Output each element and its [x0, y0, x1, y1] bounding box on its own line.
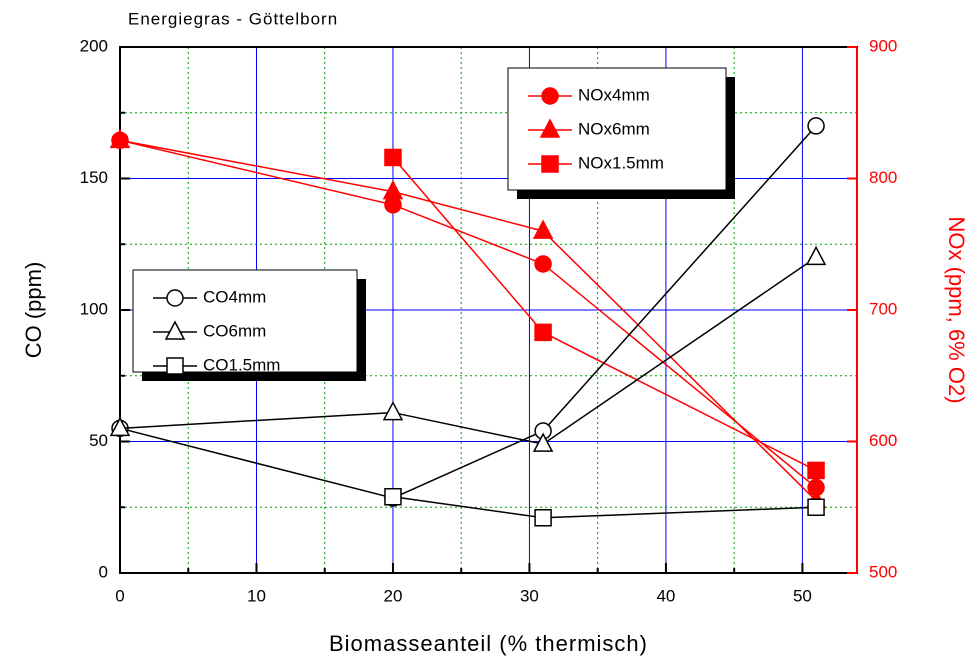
- data-point: [534, 255, 552, 273]
- legend-label: CO6mm: [203, 321, 266, 340]
- legend-label: NOx4mm: [578, 85, 650, 104]
- data-point: [384, 487, 402, 506]
- y2-tick-label: 900: [869, 36, 897, 55]
- x-tick-label: 10: [247, 586, 266, 605]
- legend-label: CO1.5mm: [203, 355, 280, 374]
- y-tick-label: 0: [99, 562, 108, 581]
- x-tick-label: 50: [793, 586, 812, 605]
- data-point: [532, 219, 554, 239]
- y-tick-label: 100: [80, 299, 108, 318]
- series-line: [119, 139, 817, 502]
- x-tick-label: 30: [520, 586, 539, 605]
- legend-label: NOx1.5mm: [578, 153, 664, 172]
- data-point: [807, 117, 825, 135]
- y-tick-label: 200: [80, 36, 108, 55]
- data-point: [382, 180, 404, 200]
- y-tick-label: 50: [89, 431, 108, 450]
- data-point: [532, 432, 554, 452]
- data-point: [805, 245, 827, 266]
- data-point: [534, 323, 552, 342]
- y2-tick-label: 700: [869, 299, 897, 318]
- series-line: [119, 256, 817, 445]
- x-axis-label: Biomasseanteil (% thermisch): [329, 631, 648, 656]
- legend-box: [132, 269, 358, 373]
- data-point: [109, 128, 131, 149]
- series-line: [119, 139, 817, 489]
- data-point: [384, 148, 402, 167]
- data-point: [807, 498, 825, 516]
- legend-marker: [539, 118, 561, 138]
- legend-marker: [166, 289, 184, 307]
- chart-title: Energiegras - Göttelborn: [128, 9, 338, 28]
- legend-marker: [541, 87, 559, 105]
- data-point: [382, 400, 404, 421]
- data-point: [534, 509, 552, 527]
- y2-tick-label: 500: [869, 562, 897, 581]
- data-point: [109, 416, 131, 437]
- series-line: [119, 125, 817, 499]
- legend-marker: [166, 357, 184, 375]
- y2-tick-label: 800: [869, 168, 897, 187]
- y-axis-label: CO (ppm): [21, 262, 46, 359]
- data-point: [807, 461, 825, 480]
- x-tick-label: 0: [115, 586, 124, 605]
- legend-label: NOx6mm: [578, 119, 650, 138]
- legend-label: CO4mm: [203, 287, 266, 306]
- y2-axis-label: NOx (ppm, 6% O2): [944, 216, 969, 403]
- x-tick-label: 20: [384, 586, 403, 605]
- legend-marker: [164, 320, 186, 340]
- y-tick-label: 150: [80, 168, 108, 187]
- legend-marker: [541, 155, 559, 173]
- x-tick-label: 40: [656, 586, 675, 605]
- y2-tick-label: 600: [869, 431, 897, 450]
